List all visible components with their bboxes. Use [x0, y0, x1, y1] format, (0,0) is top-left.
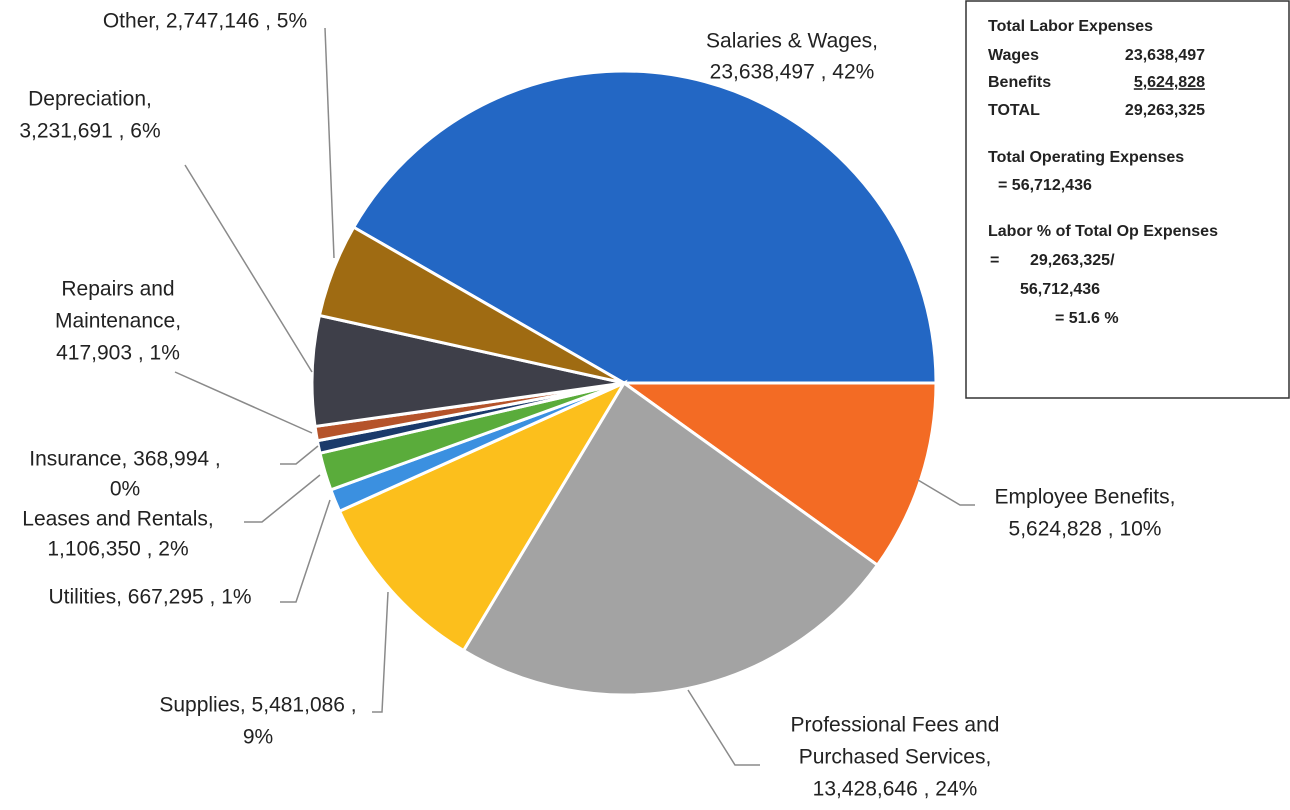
leader-line [280, 445, 319, 465]
box-title: Total Labor Expenses [988, 18, 1153, 35]
box-title: Total Operating Expenses [988, 149, 1184, 166]
info-box: Total Labor Expenses Wages 23,638,497 Be… [965, 0, 1290, 399]
box-row-label: Wages [988, 47, 1039, 64]
box-value: = 51.6 % [1055, 310, 1119, 327]
slice-label: Utilities, 667,295 , 1% [48, 586, 251, 609]
slice-label: 0% [110, 478, 140, 501]
slice-label: Maintenance, [55, 310, 181, 333]
leader-line [917, 479, 975, 506]
pie-slice [351, 69, 938, 385]
leader-line [324, 27, 335, 259]
box-row-value: 5,624,828 [1134, 74, 1205, 91]
slice-label: Depreciation, [28, 88, 152, 111]
slice-label: 1,106,350 , 2% [47, 538, 188, 561]
box-value: = [990, 252, 999, 269]
box-row-value: 23,638,497 [1125, 47, 1205, 64]
slice-label: Leases and Rentals, [22, 508, 213, 531]
leader-line [244, 474, 321, 523]
leader-line [687, 689, 760, 766]
slice-label: Supplies, 5,481,086 , [159, 694, 356, 717]
box-value: = 56,712,436 [998, 177, 1092, 194]
leader-line [280, 499, 331, 603]
box-title: Labor % of Total Op Expenses [988, 223, 1218, 240]
box-row-label: Benefits [988, 74, 1051, 91]
leader-line [372, 591, 389, 713]
pie-slice [337, 379, 628, 653]
pie-slice [619, 381, 938, 568]
pie-slice [317, 225, 625, 385]
slice-label: Repairs and [61, 278, 174, 301]
slice-label: 3,231,691 , 6% [19, 120, 160, 143]
slice-label: 13,428,646 , 24% [813, 778, 978, 801]
leader-line [174, 371, 313, 434]
slice-label: Purchased Services, [799, 746, 992, 769]
slice-label: Employee Benefits, [995, 486, 1176, 509]
box-value: 56,712,436 [1020, 281, 1100, 298]
leader-line [184, 164, 313, 373]
slice-label: Insurance, 368,994 , [29, 448, 220, 471]
slice-label: 9% [243, 726, 273, 749]
box-row-label: TOTAL [988, 102, 1040, 119]
box-value: 29,263,325/ [1030, 252, 1115, 269]
slice-label: 23,638,497 , 42% [710, 61, 875, 84]
slice-label: Professional Fees and [791, 714, 1000, 737]
slice-label: 417,903 , 1% [56, 342, 180, 365]
slice-label: 5,624,828 , 10% [1009, 518, 1162, 541]
slice-label: Salaries & Wages, [706, 30, 878, 53]
slice-label: Other, 2,747,146 , 5% [103, 10, 307, 33]
box-row-value: 29,263,325 [1125, 102, 1205, 119]
pie-slice [461, 380, 880, 697]
info-box-frame [965, 0, 1290, 399]
